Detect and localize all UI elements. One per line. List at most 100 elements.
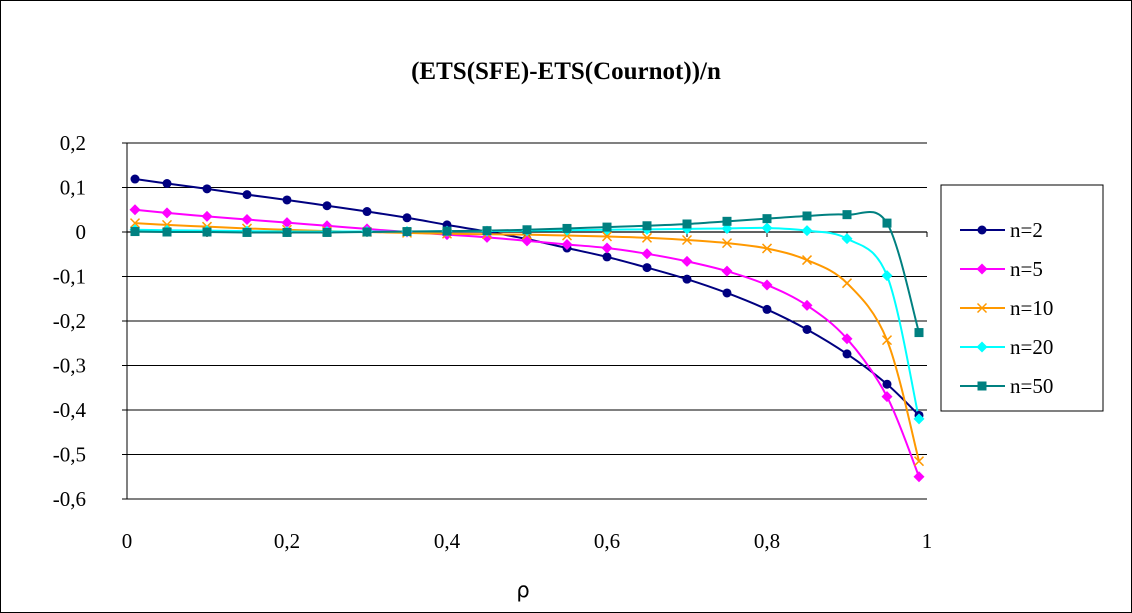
legend-marker <box>976 341 988 353</box>
x-tick-label: 0 <box>122 529 133 553</box>
data-point-n=10 <box>841 278 853 289</box>
data-point-n=2 <box>362 207 372 217</box>
data-point-n=2 <box>882 379 892 389</box>
data-point-n=5 <box>241 214 253 226</box>
data-point-n=50 <box>882 218 892 228</box>
data-point-n=50 <box>162 227 172 237</box>
data-point-n=20 <box>881 270 893 282</box>
data-point-n=5 <box>721 265 733 277</box>
y-tick-label: -0,3 <box>53 354 86 378</box>
legend-marker <box>977 381 987 391</box>
series-line-n=20 <box>134 226 920 420</box>
data-point-n=10 <box>801 255 813 266</box>
data-point-n=5 <box>561 238 573 250</box>
data-point-n=20 <box>801 225 813 237</box>
chart-title: (ETS(SFE)-ETS(Cournot))/n <box>411 58 721 85</box>
data-point-n=50 <box>322 227 332 237</box>
data-point-n=5 <box>881 391 893 403</box>
data-point-n=50 <box>202 227 212 237</box>
data-point-n=50 <box>562 223 572 233</box>
data-point-n=5 <box>201 210 213 222</box>
data-point-n=10 <box>641 232 653 243</box>
data-point-n=5 <box>601 242 613 254</box>
data-point-n=20 <box>841 233 853 245</box>
data-point-n=50 <box>282 227 292 237</box>
legend-marker <box>976 263 988 275</box>
legend-label: n=20 <box>1010 335 1053 359</box>
y-tick-label: -0,4 <box>53 398 87 422</box>
data-point-n=50 <box>842 210 852 220</box>
data-point-n=2 <box>130 174 140 184</box>
data-point-n=50 <box>482 226 492 236</box>
data-point-n=2 <box>802 324 812 334</box>
data-point-n=5 <box>761 279 773 291</box>
data-point-n=10 <box>129 218 141 229</box>
data-point-n=50 <box>442 226 452 236</box>
data-point-n=50 <box>522 225 532 235</box>
y-tick-label: 0,1 <box>60 176 86 200</box>
y-tick-label: -0,2 <box>53 309 86 333</box>
series-line-n=2 <box>134 178 920 417</box>
data-point-n=2 <box>642 263 652 273</box>
data-point-n=10 <box>601 231 613 242</box>
x-tick-label: 0,2 <box>274 529 300 553</box>
series-lines <box>134 178 920 478</box>
y-tick-label: -0,5 <box>53 443 86 467</box>
y-tick-label: -0,1 <box>53 265 86 289</box>
data-point-n=5 <box>913 471 925 483</box>
data-point-n=2 <box>202 184 212 194</box>
data-point-n=2 <box>722 288 732 298</box>
legend-label: n=5 <box>1010 257 1043 281</box>
data-point-n=2 <box>322 201 332 211</box>
gridlines <box>127 187 927 455</box>
data-point-n=50 <box>402 227 412 237</box>
data-point-n=5 <box>161 207 173 219</box>
y-tick-label: 0,2 <box>60 131 86 155</box>
data-point-n=50 <box>762 214 772 224</box>
x-tick-label: 0,8 <box>754 529 780 553</box>
data-point-n=5 <box>841 333 853 345</box>
data-point-n=50 <box>914 328 924 338</box>
data-point-n=20 <box>913 413 925 425</box>
data-point-n=5 <box>129 204 141 216</box>
data-point-n=5 <box>681 255 693 267</box>
tick-labels: 0,2 0,1 0 -0,1 -0,2 -0,3 -0,4 -0,5 -0,6 0 0,2 0,4 0,… <box>53 131 933 553</box>
legend: n=2 n=5 n=10 n=20 n=50 <box>940 184 1104 412</box>
data-point-n=50 <box>682 219 692 229</box>
series-line-n=5 <box>134 208 920 478</box>
data-point-n=10 <box>761 243 773 254</box>
legend-marker <box>976 302 988 314</box>
y-tick-label: -0,6 <box>53 487 86 511</box>
data-point-n=5 <box>801 299 813 311</box>
data-point-n=10 <box>881 335 893 346</box>
data-point-n=5 <box>281 217 293 229</box>
legend-label: n=50 <box>1010 374 1053 398</box>
data-point-n=20 <box>761 222 773 234</box>
y-tick-label: 0 <box>76 220 87 244</box>
data-point-n=2 <box>842 349 852 359</box>
legend-label: n=10 <box>1010 296 1053 320</box>
data-point-n=50 <box>130 227 140 237</box>
data-point-n=2 <box>682 274 692 284</box>
data-point-n=2 <box>162 178 172 188</box>
data-point-n=5 <box>641 248 653 260</box>
data-point-n=50 <box>642 221 652 231</box>
data-point-n=10 <box>913 456 925 467</box>
data-point-n=2 <box>242 190 252 200</box>
legend-marker <box>977 225 987 235</box>
data-point-n=50 <box>602 222 612 232</box>
data-point-n=2 <box>282 195 292 205</box>
data-point-n=10 <box>681 234 693 246</box>
x-axis-label: ρ <box>516 578 530 602</box>
series-markers <box>129 174 925 483</box>
data-point-n=50 <box>362 227 372 237</box>
data-point-n=2 <box>602 252 612 262</box>
legend-box <box>940 184 1104 412</box>
legend-label: n=2 <box>1010 218 1043 242</box>
x-tick-label: 0,4 <box>434 529 461 553</box>
x-tick-label: 1 <box>922 529 933 553</box>
data-point-n=50 <box>722 216 732 226</box>
data-point-n=50 <box>802 211 812 221</box>
data-point-n=2 <box>402 213 412 223</box>
